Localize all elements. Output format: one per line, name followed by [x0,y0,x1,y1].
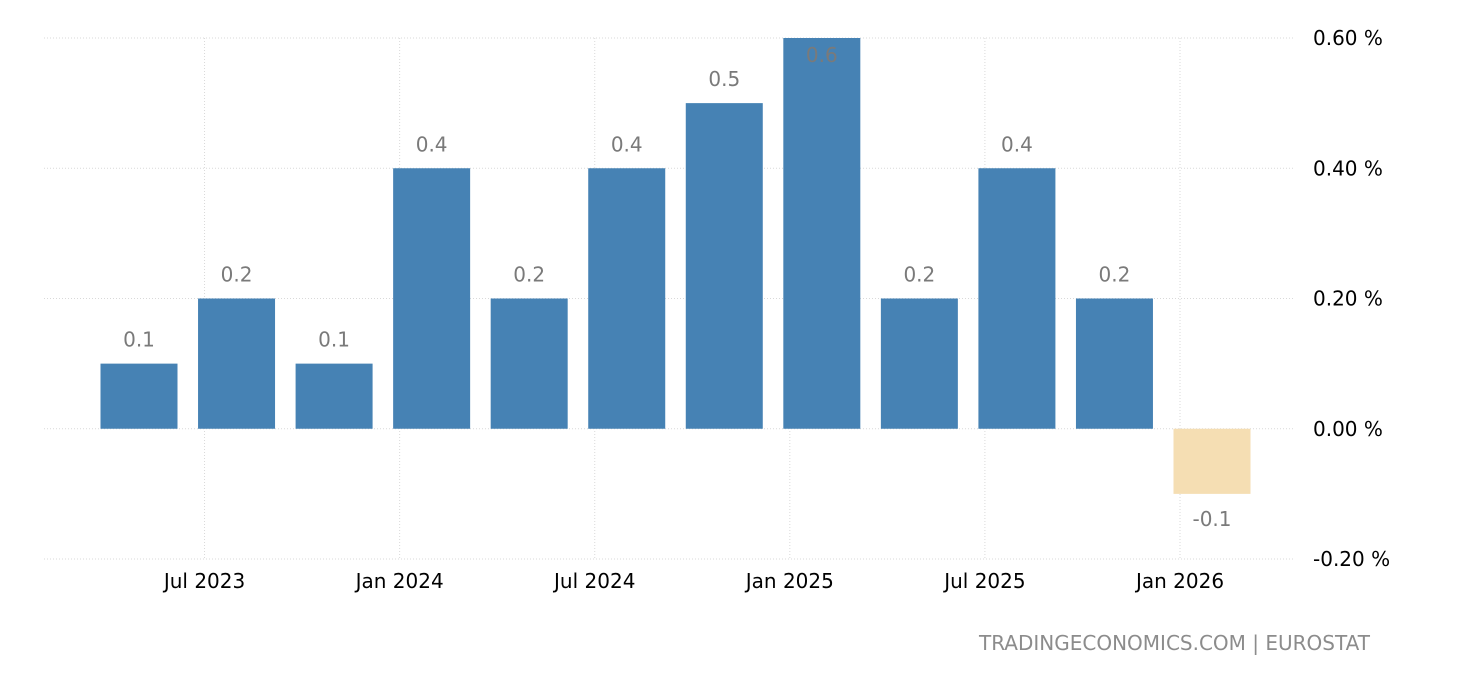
x-tick-label: Jul 2023 [162,569,245,593]
data-label: -0.1 [1192,507,1231,531]
bar [393,168,471,429]
bar [978,168,1056,429]
x-tick-label: Jan 2025 [744,569,834,593]
data-label: 0.4 [1001,132,1033,156]
y-tick-label: 0.60 % [1313,26,1383,50]
bar [783,38,861,429]
x-tick-label: Jan 2024 [354,569,444,593]
x-tick-label: Jul 2024 [552,569,635,593]
bar [1173,428,1251,494]
data-label: 0.4 [416,132,448,156]
bar [490,298,568,429]
data-label: 0.5 [708,67,740,91]
data-label: 0.1 [123,328,155,352]
data-label: 0.2 [903,263,935,287]
y-tick-label: 0.00 % [1313,417,1383,441]
data-label: 0.2 [1099,263,1131,287]
y-axis: 0.60 % 0.40 % 0.20 % 0.00 % -0.20 % [1313,26,1390,571]
x-tick-label: Jul 2025 [942,569,1025,593]
y-tick-label: 0.20 % [1313,287,1383,311]
x-tick-label: Jan 2026 [1134,569,1224,593]
data-label: 0.1 [318,328,350,352]
bar [1075,298,1153,429]
bar [198,298,276,429]
bar [685,103,763,429]
data-label: 0.2 [221,263,253,287]
bar [295,363,373,429]
bar [880,298,958,429]
bar [588,168,666,429]
data-label: 0.4 [611,132,643,156]
data-labels-layer: 0.1 0.2 0.1 0.4 0.2 0.4 0.5 0.6 0.2 0.4 0.2 -0.1 [123,43,1231,531]
data-label: 0.6 [806,43,838,67]
bars-layer [100,38,1251,494]
source-attribution: TRADINGECONOMICS.COM | EUROSTAT [978,631,1371,655]
y-tick-label: 0.40 % [1313,156,1383,180]
bar [100,363,178,429]
data-label: 0.2 [513,263,545,287]
x-axis: Jul 2023 Jan 2024 Jul 2024 Jan 2025 Jul 2025… [162,569,1224,593]
y-tick-label: -0.20 % [1313,547,1390,571]
